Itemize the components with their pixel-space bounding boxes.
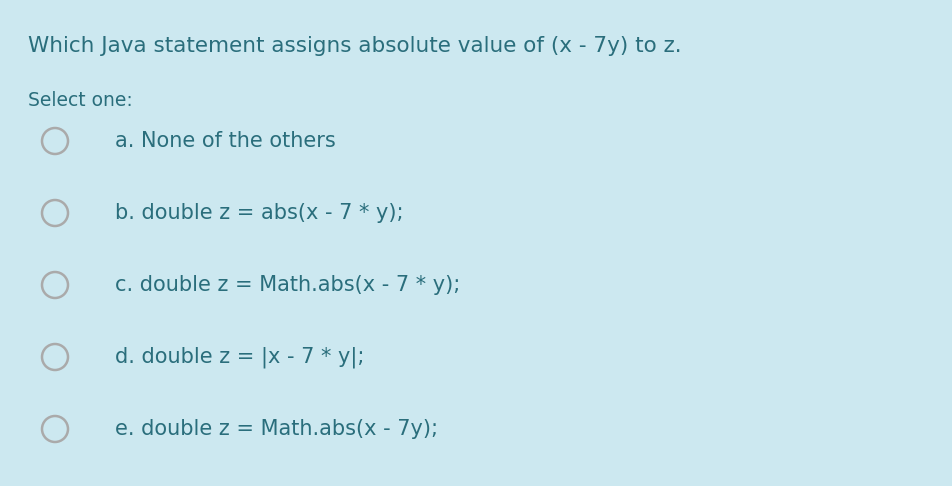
Text: c. double z = Math.abs(x - 7 * y);: c. double z = Math.abs(x - 7 * y); xyxy=(115,275,460,295)
Text: a. None of the others: a. None of the others xyxy=(115,131,336,151)
Text: Which Java statement assigns absolute value of (x - 7y) to z.: Which Java statement assigns absolute va… xyxy=(28,36,682,56)
Text: e. double z = Math.abs(x - 7y);: e. double z = Math.abs(x - 7y); xyxy=(115,419,438,439)
Text: b. double z = abs(x - 7 * y);: b. double z = abs(x - 7 * y); xyxy=(115,203,404,223)
Text: Select one:: Select one: xyxy=(28,91,132,110)
Text: d. double z = |x - 7 * y|;: d. double z = |x - 7 * y|; xyxy=(115,346,365,368)
